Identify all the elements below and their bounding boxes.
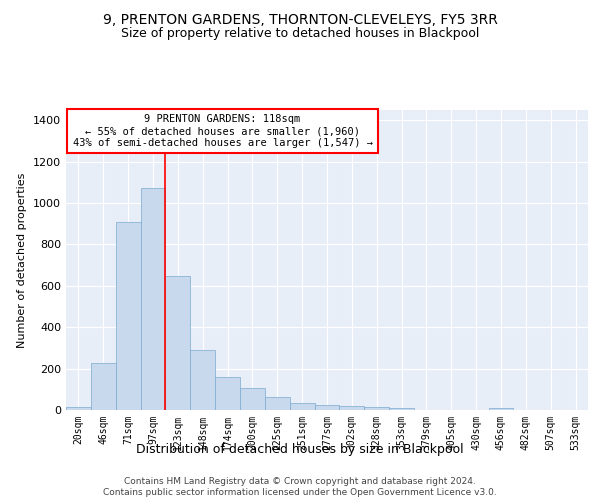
- Text: Size of property relative to detached houses in Blackpool: Size of property relative to detached ho…: [121, 28, 479, 40]
- Text: 9 PRENTON GARDENS: 118sqm
← 55% of detached houses are smaller (1,960)
43% of se: 9 PRENTON GARDENS: 118sqm ← 55% of detac…: [73, 114, 373, 148]
- Bar: [240, 388, 265, 410]
- Bar: [215, 377, 240, 410]
- Bar: [190, 350, 215, 410]
- Text: Distribution of detached houses by size in Blackpool: Distribution of detached houses by size …: [136, 442, 464, 456]
- Bar: [140, 188, 166, 410]
- Bar: [91, 364, 116, 410]
- Bar: [265, 396, 290, 410]
- Bar: [166, 276, 190, 410]
- Bar: [488, 408, 514, 410]
- Bar: [340, 406, 364, 410]
- Bar: [364, 407, 389, 410]
- Bar: [290, 403, 314, 410]
- Bar: [116, 222, 140, 410]
- Text: 9, PRENTON GARDENS, THORNTON-CLEVELEYS, FY5 3RR: 9, PRENTON GARDENS, THORNTON-CLEVELEYS, …: [103, 12, 497, 26]
- Bar: [389, 408, 414, 410]
- Text: Contains HM Land Registry data © Crown copyright and database right 2024.
Contai: Contains HM Land Registry data © Crown c…: [103, 478, 497, 497]
- Bar: [66, 407, 91, 410]
- Bar: [314, 405, 340, 410]
- Y-axis label: Number of detached properties: Number of detached properties: [17, 172, 28, 348]
